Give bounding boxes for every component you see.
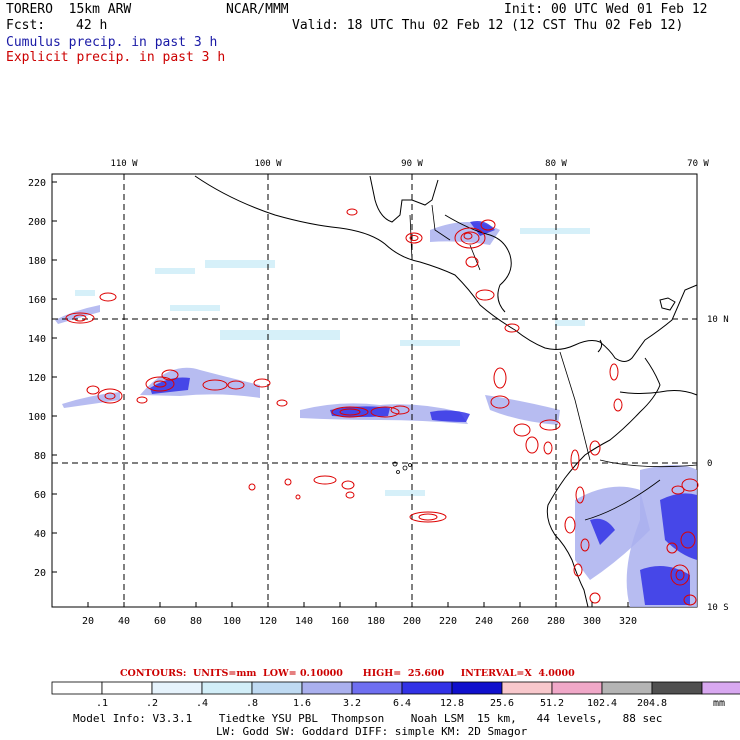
y-tick-label: 220 <box>28 178 46 189</box>
x-tick-label: 80 <box>190 616 202 627</box>
legend-label: 12.8 <box>440 698 464 709</box>
legend-swatch <box>451 681 503 695</box>
legend-unit: mm <box>713 698 725 709</box>
lon-label: 90 W <box>401 159 423 169</box>
legend-swatch <box>501 681 553 695</box>
lon-label: 100 W <box>254 159 282 169</box>
explicit-precip-title: Explicit precip. in past 3 h <box>6 50 226 65</box>
legend-label: .2 <box>146 698 158 709</box>
legend-label: 1.6 <box>293 698 311 709</box>
forecast-hours: 42 h <box>76 18 108 33</box>
legend-swatch <box>651 681 703 695</box>
x-tick-label: 220 <box>439 616 457 627</box>
legend-swatch <box>401 681 453 695</box>
x-tick-label: 320 <box>619 616 637 627</box>
x-tick-label: 280 <box>547 616 565 627</box>
lat-label: 10 N <box>707 315 729 325</box>
map-gridlines <box>52 174 697 607</box>
legend-label: 102.4 <box>587 698 617 709</box>
legend-swatch <box>251 681 303 695</box>
x-tick-label: 120 <box>259 616 277 627</box>
y-tick-label: 120 <box>28 373 46 384</box>
valid-time: Valid: 18 UTC Thu 02 Feb 12 (12 CST Thu … <box>292 18 684 33</box>
x-tick-label: 240 <box>475 616 493 627</box>
contour-info: CONTOURS: UNITS=mm LOW= 0.10000 HIGH= 25… <box>120 668 575 679</box>
legend-swatch <box>301 681 353 695</box>
y-tick-label: 160 <box>28 295 46 306</box>
x-tick-label: 60 <box>154 616 166 627</box>
legend-label: 25.6 <box>490 698 514 709</box>
x-tick-label: 200 <box>403 616 421 627</box>
legend-label: .8 <box>246 698 258 709</box>
legend-swatch <box>101 681 153 695</box>
x-tick-label: 180 <box>367 616 385 627</box>
legend-swatch <box>351 681 403 695</box>
lon-label: 80 W <box>545 159 567 169</box>
legend-label: 204.8 <box>637 698 667 709</box>
legend-label: 6.4 <box>393 698 411 709</box>
lon-label: 70 W <box>687 159 709 169</box>
x-tick-label: 140 <box>295 616 313 627</box>
y-tick-label: 80 <box>34 451 46 462</box>
cumulus-precip-title: Cumulus precip. in past 3 h <box>6 35 218 50</box>
x-tick-label: 160 <box>331 616 349 627</box>
legend-swatch <box>701 681 740 695</box>
legend-swatch <box>601 681 653 695</box>
legend-label: 51.2 <box>540 698 564 709</box>
y-axis-ticks: 220 200 180 160 140 120 100 80 60 40 20 <box>28 178 57 579</box>
legend-swatch <box>551 681 603 695</box>
x-tick-label: 300 <box>583 616 601 627</box>
x-tick-label: 40 <box>118 616 130 627</box>
model-physics: LW: Godd SW: Goddard DIFF: simple KM: 2D… <box>216 725 528 738</box>
x-tick-label: 100 <box>223 616 241 627</box>
lat-label: 10 S <box>707 603 729 613</box>
x-axis-ticks: 20 40 60 80 100 120 140 160 180 200 220 240 260 280 30… <box>82 602 637 627</box>
forecast-label: Fcst: <box>6 18 46 33</box>
init-time: Init: 00 UTC Wed 01 Feb 12 <box>504 2 708 17</box>
legend-swatch <box>201 681 253 695</box>
legend-swatch <box>51 681 103 695</box>
galapagos-islands <box>392 461 412 474</box>
lon-labels: 110 W 100 W 90 W 80 W 70 W <box>110 159 709 169</box>
precip-color-legend: .1 .2 .4 .8 1.6 3.2 6.4 12.8 25.6 51.2 102.4 204.8 <box>51 681 740 709</box>
y-tick-label: 20 <box>34 568 46 579</box>
lat-label: 0 <box>707 459 712 469</box>
model-title: TORERO 15km ARW <box>6 2 132 17</box>
y-tick-label: 40 <box>34 529 46 540</box>
y-tick-label: 140 <box>28 334 46 345</box>
coastlines <box>194 175 698 608</box>
legend-label: .4 <box>196 698 208 709</box>
lon-label: 110 W <box>110 159 138 169</box>
legend-label: 3.2 <box>343 698 361 709</box>
y-tick-label: 180 <box>28 256 46 267</box>
x-tick-label: 260 <box>511 616 529 627</box>
model-info: Model Info: V3.3.1 Tiedtke YSU PBL Thomp… <box>73 712 663 725</box>
legend-swatch <box>151 681 203 695</box>
y-tick-label: 60 <box>34 490 46 501</box>
x-tick-label: 20 <box>82 616 94 627</box>
precip-light-shading <box>75 228 590 496</box>
center-name: NCAR/MMM <box>226 2 289 17</box>
explicit-precip-contours <box>65 208 699 606</box>
y-tick-label: 100 <box>28 412 46 423</box>
legend-label: .1 <box>96 698 108 709</box>
lat-labels: 10 N 0 10 S <box>707 315 729 613</box>
borders <box>409 204 698 521</box>
y-tick-label: 200 <box>28 217 46 228</box>
